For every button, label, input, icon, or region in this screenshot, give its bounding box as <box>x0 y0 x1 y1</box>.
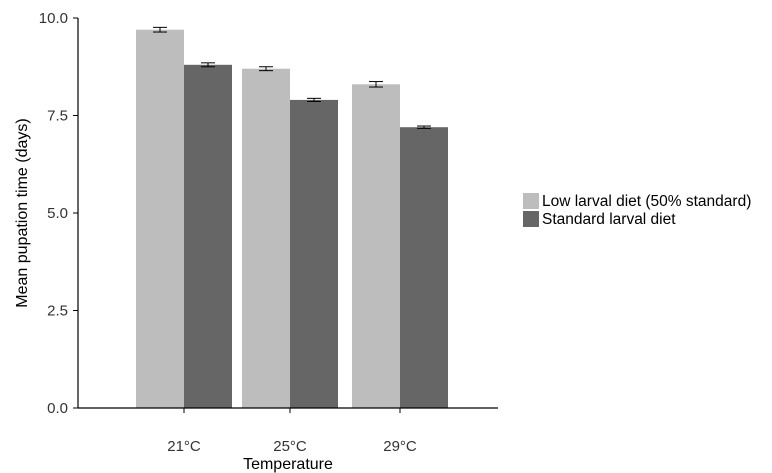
y-ticks-group: 0.0 2.5 5.0 7.5 10.0 <box>39 10 78 417</box>
y-tick-label: 0.0 <box>47 400 68 417</box>
bar <box>242 68 290 408</box>
legend-swatch <box>523 193 539 209</box>
y-tick-label: 5.0 <box>47 205 68 222</box>
legend: Low larval diet (50% standard)Standard l… <box>523 193 751 228</box>
error-bars-group <box>153 26 431 129</box>
x-tick-label: 25°C <box>273 438 307 455</box>
legend-swatch <box>523 211 539 227</box>
y-tick-label: 2.5 <box>47 303 68 320</box>
bar <box>136 29 184 408</box>
y-tick-label: 10.0 <box>39 10 68 27</box>
x-ticks-group: 21°C 25°C 29°C <box>167 408 417 455</box>
x-axis-title: Temperature <box>243 456 333 473</box>
y-tick-label: 7.5 <box>47 108 68 125</box>
bar <box>352 84 400 409</box>
bar <box>400 127 448 408</box>
legend-label: Low larval diet (50% standard) <box>542 193 751 210</box>
y-axis-title: Mean pupation time (days) <box>14 118 31 307</box>
x-tick-label: 29°C <box>383 438 417 455</box>
legend-label: Standard larval diet <box>542 211 676 228</box>
bar <box>184 64 232 409</box>
x-tick-label: 21°C <box>167 438 201 455</box>
bar <box>290 99 338 409</box>
bars-group <box>136 29 448 409</box>
